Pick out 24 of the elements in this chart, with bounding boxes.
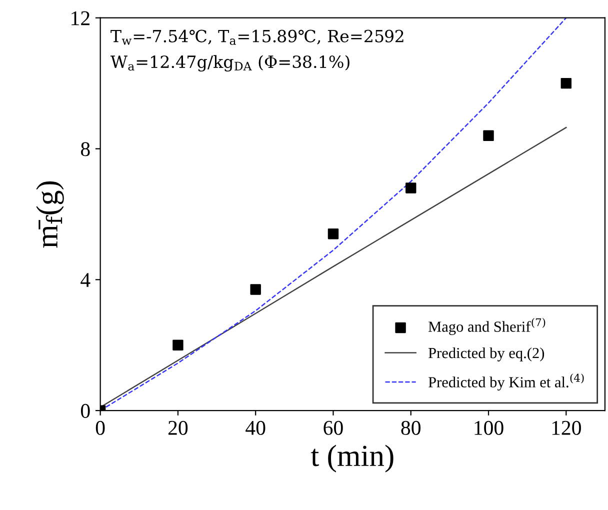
point — [250, 284, 261, 295]
legend-label: Predicted by Kim et al.$^{(4)}$ — [428, 374, 584, 391]
x-tick-label: 60 — [324, 420, 343, 435]
x-tick-label: 20 — [168, 420, 188, 435]
x-tick-label: 100 — [474, 420, 504, 435]
point — [328, 228, 339, 240]
legend-label: Predicted by eq.(2) — [428, 347, 544, 362]
point — [406, 182, 416, 194]
point — [560, 78, 572, 89]
x-tick-label: 120 — [552, 420, 581, 435]
annotation: T$_{w}$=-7.54℃, T$_{a}$=15.89℃, Re=2592 — [110, 30, 404, 45]
legend-label: Mago and Sherif$^{(7)}$ — [428, 318, 546, 336]
y-tick-label: 8 — [80, 142, 90, 156]
y-tick-label: 12 — [72, 11, 90, 26]
y-axis-title: m̄$_{f}$(g) — [36, 181, 64, 248]
annotation: W$_{a}$=12.47g/kg$_{DA}$ (Φ=38.1%) — [110, 55, 350, 72]
y-tick-label: 4 — [80, 273, 90, 287]
x-axis-title: t (min) — [310, 444, 394, 472]
x-tick-label: 0 — [96, 420, 105, 435]
point — [172, 340, 184, 350]
y-tick-label: 0 — [80, 404, 90, 418]
point — [483, 130, 494, 142]
x-tick-label: 80 — [401, 420, 420, 435]
x-tick-label: 40 — [246, 420, 266, 435]
